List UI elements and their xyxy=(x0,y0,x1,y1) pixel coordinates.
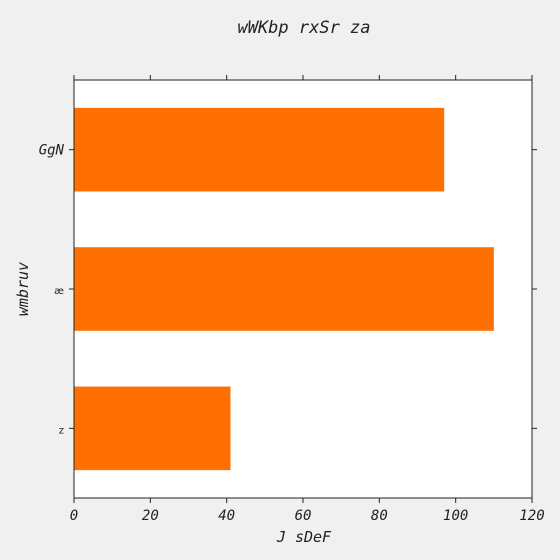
x-tick-label-2: 40 xyxy=(218,508,235,524)
x-tick-label-4: 80 xyxy=(371,508,388,524)
x-axis-label: J sDeF xyxy=(276,528,332,546)
chart-title: wWKbp rxSr za xyxy=(237,18,370,38)
x-tick-label-0: 0 xyxy=(70,508,78,524)
y-tick-label-0: GgN xyxy=(39,143,65,159)
x-axis-ticks: 0 20 40 60 80 100 120 xyxy=(70,75,545,524)
y-axis-label: wmbruv xyxy=(14,262,32,316)
x-tick-label-6: 120 xyxy=(519,508,544,524)
y-tick-label-2: z xyxy=(59,425,64,436)
x-tick-label-3: 60 xyxy=(295,508,312,524)
x-tick-label-1: 20 xyxy=(142,508,159,524)
y-axis-ticks: GgN æ z xyxy=(39,143,537,436)
bar-1 xyxy=(74,247,494,331)
x-tick-label-5: 100 xyxy=(443,508,468,524)
y-tick-label-1: æ xyxy=(54,286,64,297)
bars xyxy=(74,107,494,471)
bar-2 xyxy=(74,386,231,471)
bar-0 xyxy=(74,107,445,192)
